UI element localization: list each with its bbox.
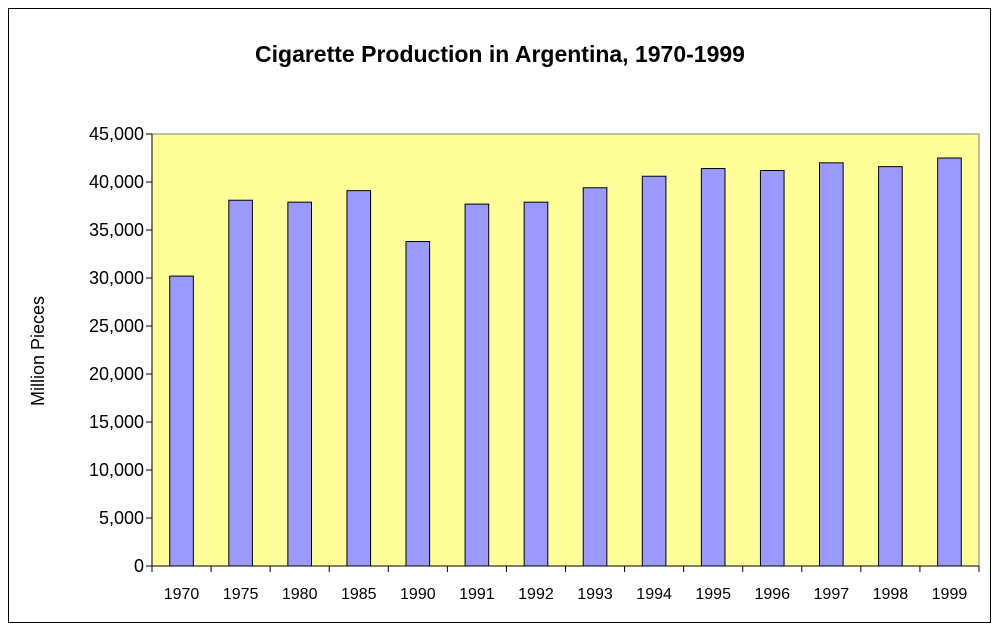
bar-1975: [228, 199, 253, 567]
x-tick-label: 1994: [636, 586, 672, 603]
x-tick-label: 1990: [400, 586, 436, 603]
x-tick-label: 1997: [814, 586, 850, 603]
y-tick-label: 45,000: [89, 124, 144, 144]
x-tick-label: 1985: [341, 586, 377, 603]
y-tick-label: 15,000: [89, 412, 144, 432]
y-tick-label: 0: [134, 556, 144, 576]
bar-1990: [405, 241, 431, 567]
y-tick-label: 35,000: [89, 220, 144, 240]
y-axis-label: Million Pieces: [28, 296, 48, 406]
plot-area: [151, 133, 980, 567]
bar-1992: [523, 201, 549, 567]
bar-1970: [169, 275, 194, 567]
bars-group: [169, 157, 962, 567]
x-tick-label: 1996: [754, 586, 790, 603]
x-axis: 1970 1975 1980 1985 1990 1991 1992 1993 1994 1995…: [151, 566, 980, 603]
y-axis: 0 5,000 10,000 15,000 20,000 25,000 30,000 35,0…: [89, 124, 152, 576]
x-tick-label: 1995: [695, 586, 731, 603]
bar-1997: [819, 162, 844, 567]
chart-frame: Cigarette Production in Argentina, 1970-…: [8, 8, 991, 623]
x-tick-label: 1998: [873, 586, 909, 603]
chart-title: Cigarette Production in Argentina, 1970-…: [255, 41, 745, 67]
y-tick-label: 40,000: [89, 172, 144, 192]
x-tick-label: 1975: [223, 586, 259, 603]
bar-chart: Cigarette Production in Argentina, 1970-…: [28, 41, 980, 603]
bar-1993: [582, 187, 608, 567]
bar-1996: [759, 169, 785, 567]
x-tick-label: 1993: [577, 586, 613, 603]
x-tick-label: 1980: [282, 586, 318, 603]
bar-1991: [464, 203, 490, 567]
y-tick-label: 25,000: [89, 316, 144, 336]
y-tick-label: 10,000: [89, 460, 144, 480]
x-tick-label: 1991: [459, 586, 495, 603]
bar-1995: [700, 168, 726, 567]
bar-1998: [878, 166, 903, 567]
x-tick-label: 1992: [518, 586, 554, 603]
y-tick-label: 5,000: [99, 508, 144, 528]
bar-1980: [287, 201, 312, 567]
x-tick-label: 1999: [932, 586, 968, 603]
y-tick-label: 30,000: [89, 268, 144, 288]
y-tick-label: 20,000: [89, 364, 144, 384]
bar-1985: [346, 190, 372, 567]
x-tick-label: 1970: [164, 586, 200, 603]
bar-1994: [641, 175, 667, 567]
bar-1999: [937, 157, 962, 567]
